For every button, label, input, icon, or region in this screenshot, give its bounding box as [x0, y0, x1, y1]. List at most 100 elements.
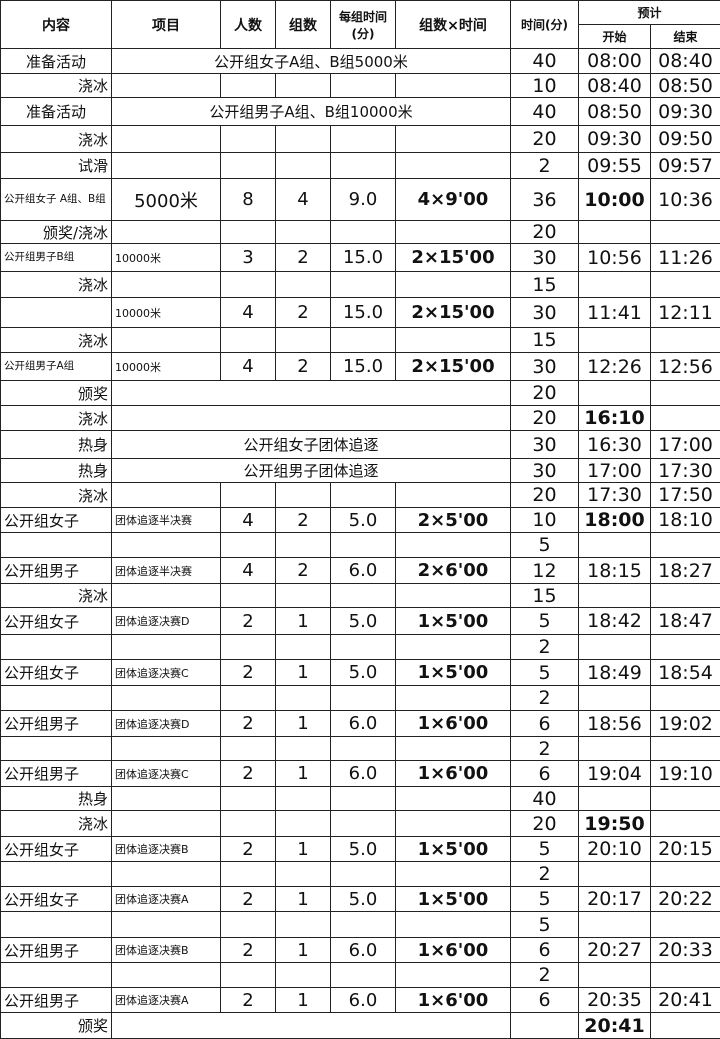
groups-cell — [276, 74, 331, 98]
time-cell: 10 — [511, 74, 579, 98]
groups-x-time-cell: 1×6'00 — [396, 988, 511, 1013]
groups-cell — [276, 737, 331, 761]
per-group-time-cell — [331, 272, 396, 298]
end-cell — [651, 221, 720, 244]
item-cell — [112, 787, 221, 811]
groups-x-time-cell: 1×5'00 — [396, 660, 511, 686]
start-cell: 17:00 — [579, 459, 651, 483]
people-cell — [221, 74, 276, 98]
per-group-time-cell — [331, 912, 396, 938]
people-cell: 4 — [221, 558, 276, 584]
people-cell: 3 — [221, 244, 276, 272]
per-group-time-cell — [331, 686, 396, 711]
end-cell: 18:10 — [651, 508, 720, 533]
time-cell: 5 — [511, 887, 579, 912]
item-cell: 10000米 — [112, 353, 221, 381]
groups-x-time-cell — [396, 153, 511, 179]
start-cell: 10:56 — [579, 244, 651, 272]
content-cell: 浇冰 — [1, 811, 112, 837]
end-cell: 20:33 — [651, 938, 720, 963]
groups-x-time-cell — [396, 862, 511, 887]
start-cell: 08:40 — [579, 74, 651, 98]
per-group-time-cell: 9.0 — [331, 179, 396, 221]
header-end: 结束 — [651, 25, 720, 49]
item-cell: 5000米 — [112, 179, 221, 221]
time-cell: 40 — [511, 787, 579, 811]
people-cell — [221, 483, 276, 508]
groups-x-time-cell — [396, 635, 511, 660]
header-per-group-time-line2: (分) — [352, 27, 375, 41]
groups-x-time-cell: 2×6'00 — [396, 558, 511, 584]
groups-x-time-cell — [396, 584, 511, 608]
per-group-time-cell: 6.0 — [331, 938, 396, 963]
people-cell: 4 — [221, 508, 276, 533]
groups-x-time-cell: 2×5'00 — [396, 508, 511, 533]
time-cell: 20 — [511, 381, 579, 406]
item-cell — [112, 737, 221, 761]
start-cell — [579, 787, 651, 811]
start-cell: 18:15 — [579, 558, 651, 584]
start-cell: 20:27 — [579, 938, 651, 963]
header-groups: 组数 — [276, 1, 331, 49]
groups-x-time-cell: 2×15'00 — [396, 353, 511, 381]
groups-cell: 2 — [276, 353, 331, 381]
content-cell: 公开组女子 — [1, 837, 112, 862]
table-row: 2 — [1, 737, 720, 761]
content-cell: 浇冰 — [1, 74, 112, 98]
groups-cell — [276, 635, 331, 660]
start-cell: 12:26 — [579, 353, 651, 381]
people-cell — [221, 787, 276, 811]
per-group-time-cell — [331, 811, 396, 837]
start-cell — [579, 862, 651, 887]
event-cell — [112, 1013, 511, 1039]
per-group-time-cell: 15.0 — [331, 298, 396, 328]
people-cell — [221, 328, 276, 353]
time-cell: 5 — [511, 608, 579, 635]
groups-x-time-cell — [396, 912, 511, 938]
start-cell — [579, 584, 651, 608]
end-cell — [651, 533, 720, 558]
header-item: 项目 — [112, 1, 221, 49]
groups-x-time-cell: 1×5'00 — [396, 887, 511, 912]
item-cell — [112, 584, 221, 608]
start-cell — [579, 221, 651, 244]
start-cell: 09:30 — [579, 126, 651, 153]
table-row: 2 — [1, 963, 720, 988]
content-cell: 准备活动 — [1, 49, 112, 74]
content-cell: 公开组女子 A组、B组 — [1, 179, 112, 221]
header-time: 时间(分) — [511, 1, 579, 49]
groups-x-time-cell: 1×6'00 — [396, 761, 511, 787]
time-cell: 6 — [511, 711, 579, 737]
time-cell: 5 — [511, 912, 579, 938]
item-cell — [112, 328, 221, 353]
start-cell: 18:56 — [579, 711, 651, 737]
item-cell: 团体追逐半决赛 — [112, 558, 221, 584]
end-cell: 17:50 — [651, 483, 720, 508]
end-cell: 18:54 — [651, 660, 720, 686]
content-cell — [1, 298, 112, 328]
table-row: 5 — [1, 912, 720, 938]
table-header: 内容 项目 人数 组数 每组时间(分) 组数×时间 时间(分) 预计 开始 结束 — [1, 1, 720, 49]
end-cell: 19:10 — [651, 761, 720, 787]
header-content: 内容 — [1, 1, 112, 49]
item-cell — [112, 912, 221, 938]
header-estimate: 预计 — [579, 1, 720, 25]
groups-cell: 1 — [276, 837, 331, 862]
time-cell: 2 — [511, 635, 579, 660]
people-cell — [221, 533, 276, 558]
people-cell — [221, 862, 276, 887]
item-cell — [112, 811, 221, 837]
start-cell: 16:30 — [579, 431, 651, 459]
per-group-time-cell — [331, 153, 396, 179]
time-cell: 30 — [511, 459, 579, 483]
time-cell: 6 — [511, 988, 579, 1013]
